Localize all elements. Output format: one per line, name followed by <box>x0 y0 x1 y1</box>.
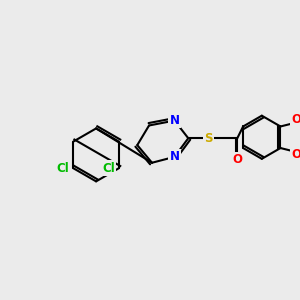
Text: Cl: Cl <box>102 162 115 175</box>
Text: O: O <box>232 153 242 166</box>
Text: N: N <box>169 150 179 164</box>
Text: S: S <box>205 132 213 145</box>
Text: O: O <box>291 148 300 161</box>
Text: Cl: Cl <box>56 162 69 175</box>
Text: O: O <box>291 113 300 126</box>
Text: N: N <box>169 114 179 127</box>
